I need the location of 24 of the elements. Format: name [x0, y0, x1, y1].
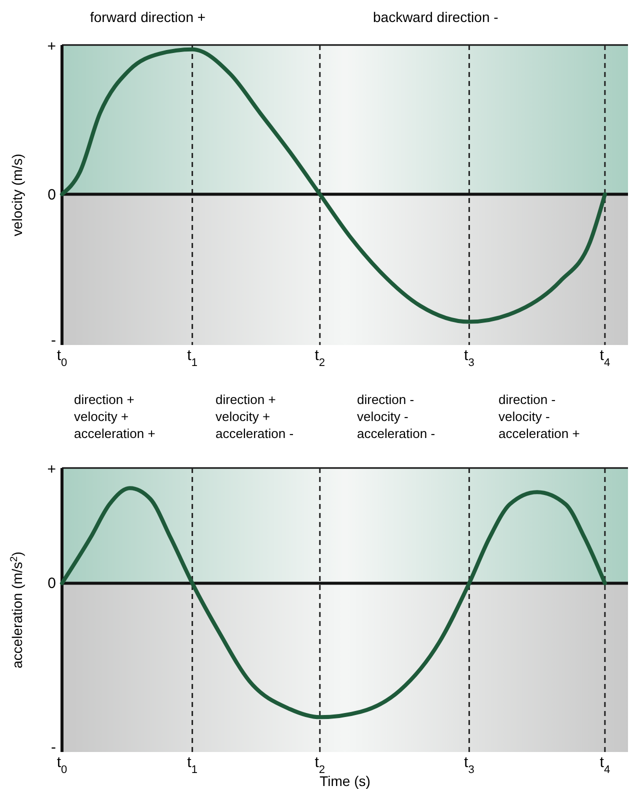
text: - — [51, 739, 56, 756]
x-tick-label: t$_{2}$ — [314, 754, 326, 776]
text: + — [47, 461, 56, 478]
x-tick-label: t$_{1}$ — [187, 347, 198, 369]
text: - — [51, 332, 56, 349]
x-tick-label: t$_{2}$ — [314, 347, 326, 369]
text: direction + velocity + acceleration + — [74, 392, 156, 441]
text: direction - velocity - acceleration + — [498, 392, 580, 441]
text: 0 — [48, 186, 56, 204]
text: forward direction + — [90, 9, 206, 25]
y-axis-title: velocity (m/s) — [9, 154, 25, 236]
text: direction - velocity - acceleration - — [357, 392, 436, 441]
x-tick-label: t$_{1}$ — [187, 754, 198, 776]
text: 0 — [48, 575, 56, 592]
x-tick-label: t$_{0}$ — [56, 347, 68, 369]
text: backward direction - — [373, 9, 499, 25]
x-axis-title: Time (s) — [320, 773, 370, 789]
x-tick-label: t$_{0}$ — [56, 754, 68, 776]
x-tick-label: t$_{3}$ — [464, 754, 474, 776]
text: direction + velocity + acceleration - — [216, 392, 294, 441]
x-tick-label: t$_{4}$ — [600, 754, 610, 776]
text: + — [47, 38, 56, 55]
x-tick-label: t$_{3}$ — [464, 347, 474, 369]
x-tick-label: t$_{4}$ — [600, 347, 610, 369]
